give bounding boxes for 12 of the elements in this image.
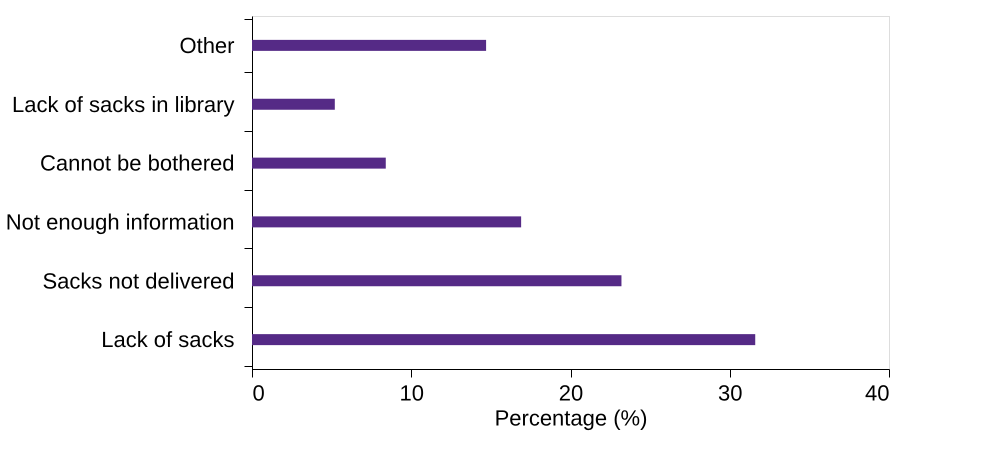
y-tick-label: Sacks not delivered	[42, 268, 234, 294]
x-axis-title: Percentage (%)	[494, 406, 648, 430]
y-tick-label: Not enough information	[6, 209, 234, 234]
y-tick-label: Lack of sacks in library	[12, 92, 234, 117]
x-tick-label: 10	[400, 380, 424, 406]
x-tick-label: 0	[252, 380, 265, 406]
x-tick-label: 20	[558, 380, 584, 406]
x-tick-label: 30	[718, 380, 742, 406]
x-tick-label: 40	[865, 380, 890, 406]
y-tick-label: Cannot be bothered	[40, 150, 234, 176]
y-tick-label: Lack of sacks	[101, 327, 234, 352]
y-tick-label: Other	[179, 32, 234, 58]
